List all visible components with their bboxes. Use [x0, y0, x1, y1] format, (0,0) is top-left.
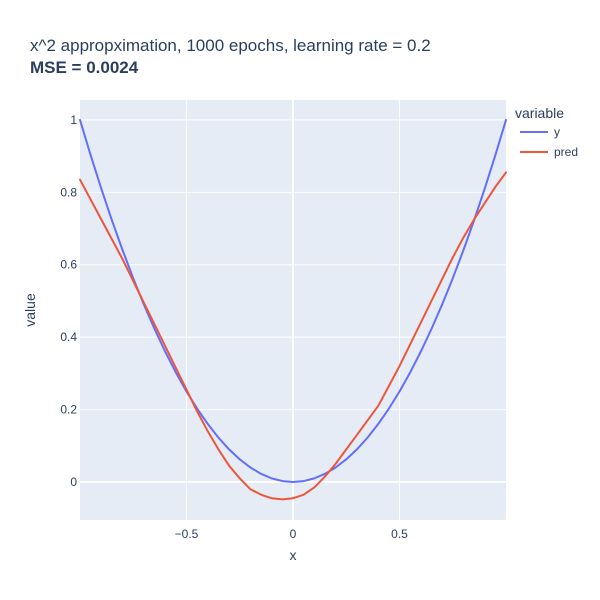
legend-label: pred: [554, 145, 578, 159]
series-layer: [79, 118, 507, 501]
tick-labels: 0 0.2 0.4 0.6 0.8 1 −0.5 0 0.5: [60, 113, 408, 541]
y-tick-label: 0.6: [60, 258, 77, 272]
y-tick-label: 0.4: [60, 330, 77, 344]
x-tick-label: 0.5: [391, 527, 408, 541]
legend-item-y[interactable]: y: [520, 125, 560, 139]
y-axis-title: value: [22, 293, 38, 327]
x-tick-label: 0: [290, 527, 297, 541]
series-line-y: [79, 118, 507, 483]
chart-subtitle: MSE = 0.0024: [30, 58, 139, 77]
x-axis-title: x: [290, 547, 297, 563]
legend-label: y: [554, 125, 560, 139]
legend[interactable]: variable y pred: [515, 105, 578, 159]
chart-title: x^2 appropximation, 1000 epochs, learnin…: [30, 36, 431, 55]
legend-items: y pred: [520, 125, 578, 159]
y-tick-label: 0.2: [60, 403, 77, 417]
x-tick-label: −0.5: [175, 527, 199, 541]
y-tick-label: 0: [70, 475, 77, 489]
series-line-pred: [79, 171, 507, 501]
legend-item-pred[interactable]: pred: [520, 145, 578, 159]
y-tick-label: 1: [70, 113, 77, 127]
y-tick-label: 0.8: [60, 185, 77, 199]
grid: [80, 100, 506, 520]
legend-title: variable: [515, 105, 564, 121]
